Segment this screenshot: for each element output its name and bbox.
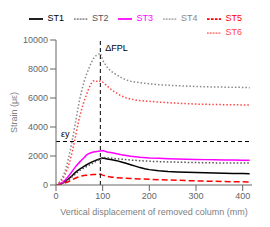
svg-text:6000: 6000 bbox=[28, 93, 48, 103]
svg-text:100: 100 bbox=[95, 191, 110, 201]
html-text:ST6: ST6 bbox=[225, 27, 242, 38]
svg-text:0: 0 bbox=[43, 180, 48, 190]
html-text:ST1: ST1 bbox=[47, 13, 64, 24]
svg-text:8000: 8000 bbox=[28, 64, 48, 74]
html-text:ST4: ST4 bbox=[181, 13, 198, 24]
html-text:ST2: ST2 bbox=[91, 13, 109, 24]
svg-text:300: 300 bbox=[188, 191, 203, 201]
svg-text:εy: εy bbox=[61, 129, 70, 139]
html-text:ST5: ST5 bbox=[225, 13, 242, 24]
svg-text:ΔFPL: ΔFPL bbox=[105, 43, 128, 53]
svg-text:Strain (με): Strain (με) bbox=[9, 92, 19, 133]
html-text:ST3: ST3 bbox=[136, 13, 153, 24]
svg-text:2000: 2000 bbox=[28, 151, 48, 161]
svg-text:0: 0 bbox=[53, 191, 58, 201]
svg-text:10000: 10000 bbox=[23, 35, 48, 45]
svg-text:Vertical displacement of remov: Vertical displacement of removed column … bbox=[60, 207, 248, 217]
svg-text:400: 400 bbox=[235, 191, 250, 201]
svg-text:4000: 4000 bbox=[28, 122, 48, 132]
svg-text:200: 200 bbox=[142, 191, 157, 201]
